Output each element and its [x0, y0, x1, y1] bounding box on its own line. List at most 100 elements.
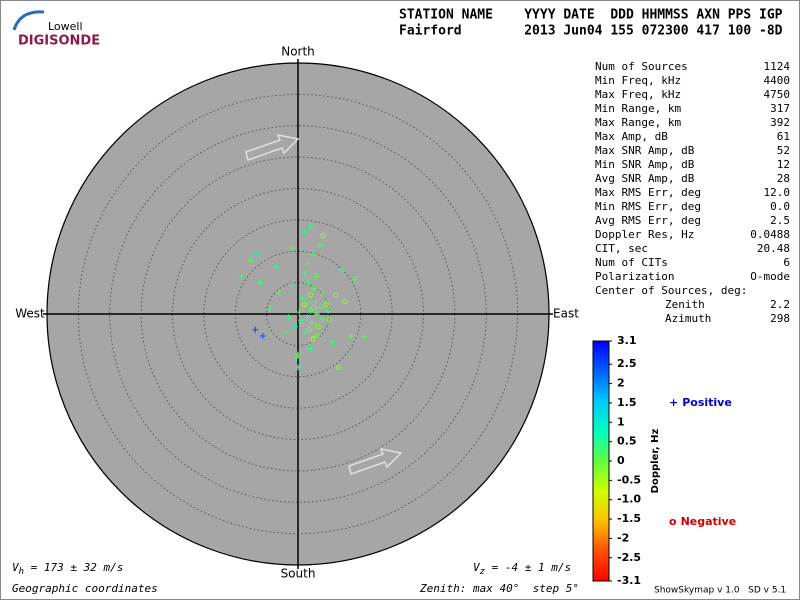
source-plus [304, 314, 311, 321]
source-circle [301, 301, 307, 308]
source-plus [254, 251, 261, 258]
source-plus [266, 305, 273, 312]
source-circle [326, 317, 333, 323]
stat-value: 4400 [764, 74, 791, 87]
source-plus [247, 257, 254, 264]
stat-value: 392 [770, 116, 790, 129]
source-plus [305, 279, 312, 286]
stat-value: 0.0 [770, 200, 790, 213]
stat-label: Num of Sources [595, 60, 688, 73]
compass-east: East [553, 307, 579, 321]
stat-label: Max RMS Err, deg [595, 186, 701, 199]
legend-marker: + [669, 396, 678, 409]
source-plus [351, 276, 358, 283]
colorbar-tick-label: 3.1 [617, 334, 637, 347]
stat-value: 2.5 [770, 214, 790, 227]
source-plus [360, 333, 367, 340]
stat-label: Num of CITs [595, 256, 668, 269]
source-plus [293, 354, 300, 361]
stat-value: O-mode [750, 270, 790, 283]
subscript: z [480, 567, 485, 577]
source-circle [320, 232, 326, 239]
source-plus [257, 279, 264, 286]
stat-label: Max Amp, dB [595, 130, 668, 143]
center-label: Azimuth [665, 312, 711, 325]
source-plus [301, 270, 308, 277]
colorbar-tick-label: 0.5 [617, 435, 637, 448]
stat-label: Min Freq, kHz [595, 74, 681, 87]
source-plus [288, 282, 295, 289]
source-plus [302, 329, 309, 336]
compass-north: North [281, 45, 315, 59]
stat-value: 12 [777, 158, 790, 171]
polar-plot [43, 59, 553, 569]
logo-small: Lowell [48, 20, 83, 33]
center-label: Zenith [665, 298, 705, 311]
zenith-text: Zenith: max 40° step 5° [419, 582, 579, 595]
colorbar-tick-label: 2 [617, 377, 625, 390]
source-plus [252, 326, 259, 333]
source-plus [316, 304, 323, 311]
source-plus [313, 273, 320, 280]
source-plus [282, 329, 289, 336]
source-plus [311, 285, 318, 292]
source-plus [318, 292, 325, 299]
source-circle [310, 305, 317, 311]
source-plus [310, 251, 317, 258]
coords-text: Geographic coordinates [12, 582, 158, 595]
stat-value: 28 [777, 172, 790, 185]
colorbar-tick-label: -2.5 [617, 551, 641, 564]
legend-positive: + Positive [669, 396, 732, 409]
source-plus [298, 320, 305, 327]
source-circle [342, 298, 348, 305]
stat-value: 317 [770, 102, 790, 115]
source-circle [315, 323, 321, 330]
source-plus [301, 229, 308, 236]
source-plus [338, 267, 345, 274]
colorbar-tick-label: -1.5 [617, 512, 641, 525]
stat-value: 61 [777, 130, 790, 143]
stats-table: Num of Sources 1124 Min Freq, kHz 4400 Max F… [595, 60, 790, 325]
stat-value: 20.48 [757, 242, 790, 255]
stat-label: Min SNR Amp, dB [595, 158, 695, 171]
header-values: Fairford 2013 Jun04 155 072300 417 100 -… [399, 24, 783, 39]
value: = 173 ± 32 m/s [24, 561, 123, 574]
source-plus [312, 298, 319, 305]
source-plus [307, 223, 314, 230]
colorbar-tick-label: 1 [617, 415, 625, 428]
stat-label: CIT, sec [595, 242, 648, 255]
source-plus [329, 339, 336, 346]
source-circle [306, 326, 312, 333]
stat-label: Min RMS Err, deg [595, 200, 701, 213]
source-plus [306, 299, 313, 306]
source-plus [307, 345, 314, 352]
source-plus [276, 289, 283, 296]
legend-label: Positive [682, 396, 732, 409]
stat-value: 12.0 [764, 186, 791, 199]
colorbar-tick-label: -3.1 [617, 574, 641, 587]
center-title: Center of Sources, deg: [595, 284, 747, 297]
stat-label: Max SNR Amp, dB [595, 144, 695, 157]
stat-label: Avg RMS Err, deg [595, 214, 701, 227]
colorbar-tick-label: -2 [617, 531, 629, 544]
stat-value: 6 [783, 256, 790, 269]
source-circle [314, 333, 320, 339]
stat-value: 1124 [764, 60, 791, 73]
colorbar-tick-label: 0 [617, 454, 625, 467]
stat-label: Avg SNR Amp, dB [595, 172, 695, 185]
stat-label: Min Range, km [595, 102, 681, 115]
source-plus [348, 332, 355, 339]
center-value: 2.2 [770, 298, 790, 311]
source-plus [285, 314, 292, 321]
colorbar [592, 340, 610, 582]
stat-value: 0.0488 [750, 228, 790, 241]
arrow-icon [245, 133, 300, 161]
source-circle [332, 292, 339, 298]
stat-label: Doppler Res, Hz [595, 228, 694, 241]
source-plus [295, 351, 301, 358]
stat-value: 4750 [764, 88, 791, 101]
legend-label: Negative [681, 515, 737, 528]
value: = -4 ± 1 m/s [485, 561, 571, 574]
source-plus [291, 323, 298, 330]
